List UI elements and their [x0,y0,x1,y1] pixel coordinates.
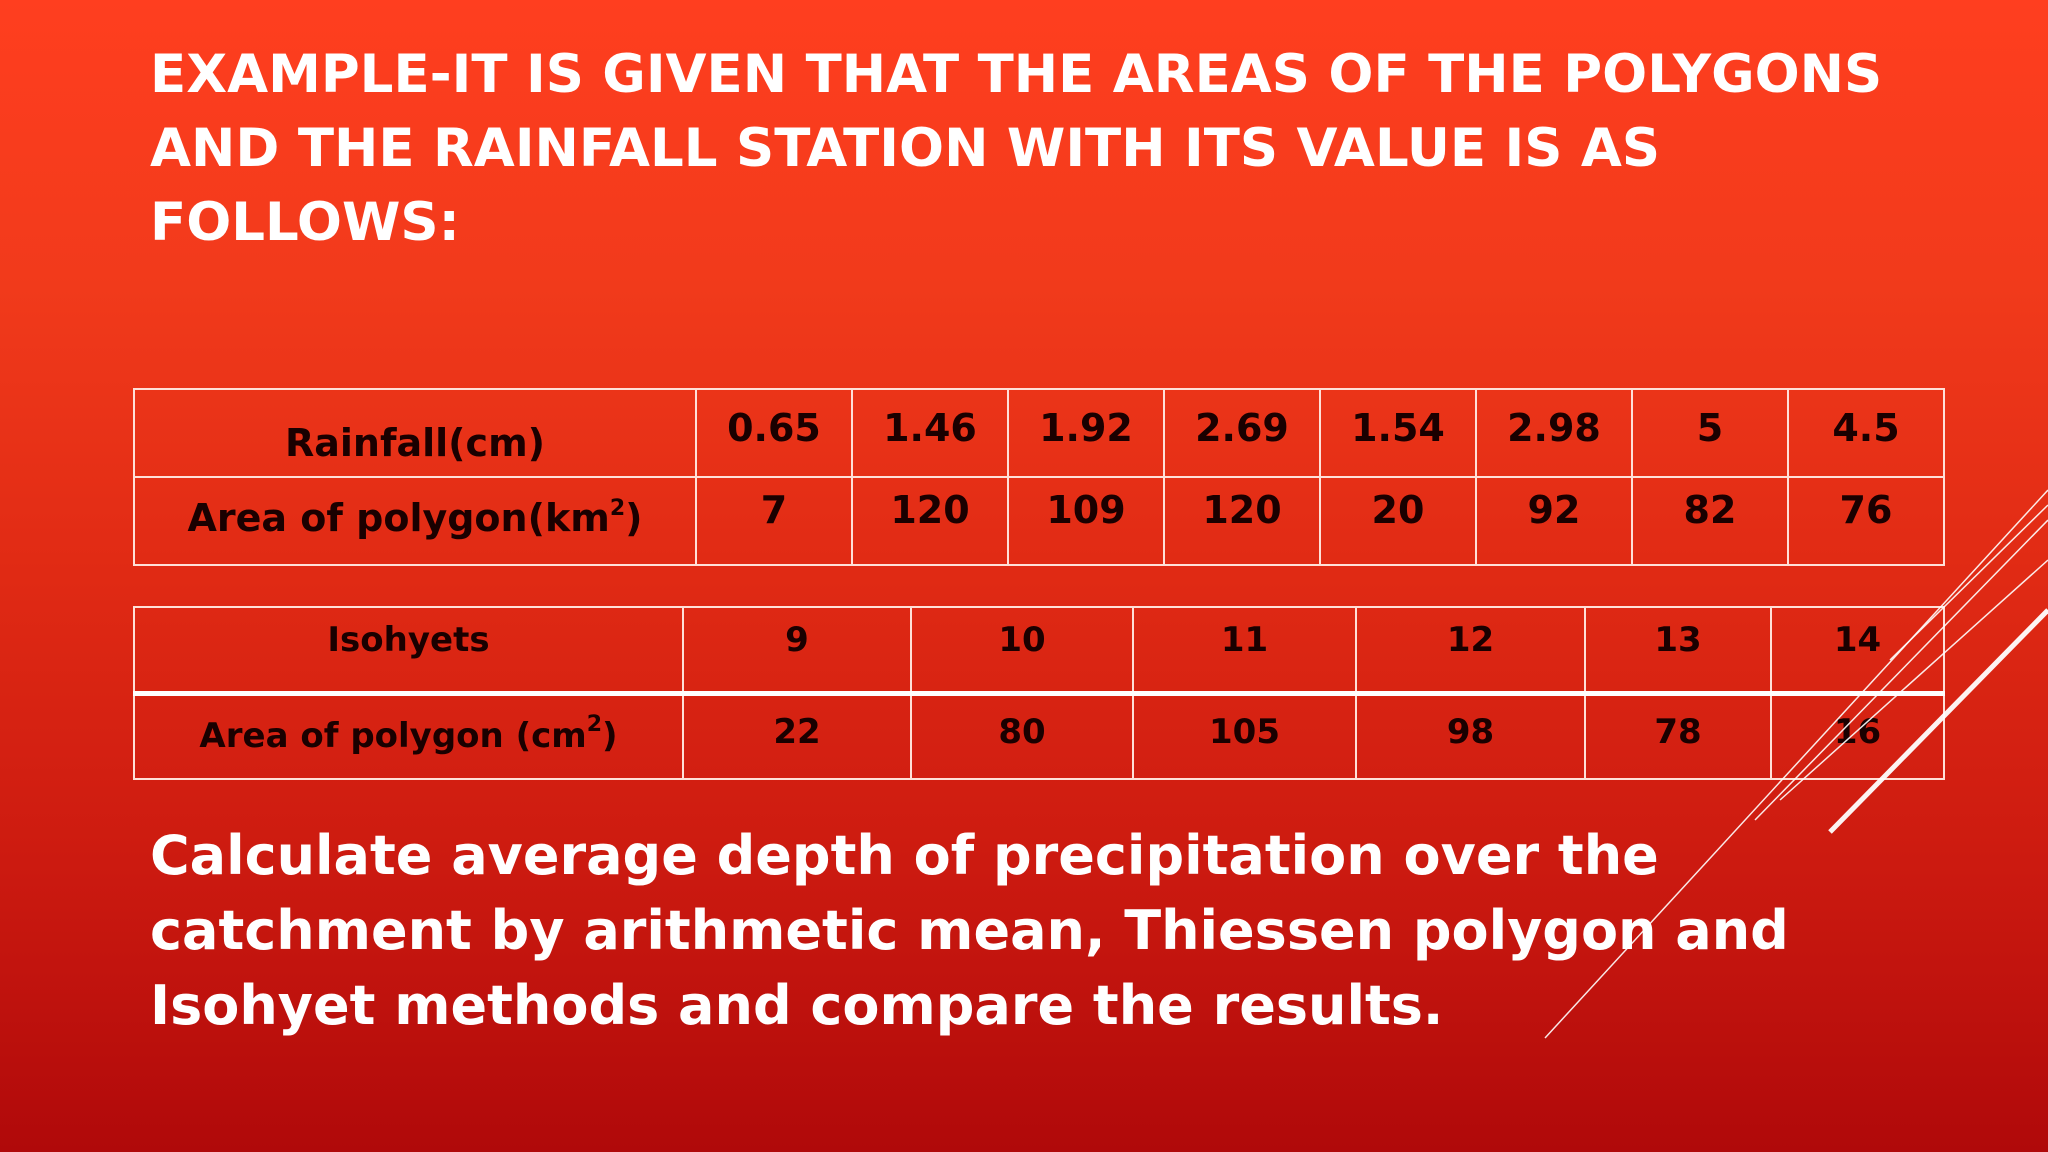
rainfall-value: 0.65 [695,388,853,478]
isohyet-table: Isohyets 9 10 11 12 13 14 Area of polygo… [133,606,1945,780]
polygon-area-value: 76 [1787,476,1945,566]
rainfall-row-header: Rainfall(cm) [133,388,697,478]
rainfall-value: 1.92 [1007,388,1165,478]
slide-title: EXAMPLE-IT IS GIVEN THAT THE AREAS OF TH… [150,44,1883,253]
isohyet-row-header: Isohyets [133,606,684,696]
polygon-area-value: 7 [695,476,853,566]
isohyet-value: 11 [1132,606,1357,696]
polygon-area-value: 92 [1475,476,1633,566]
isohyet-value: 10 [910,606,1134,696]
rainfall-value: 4.5 [1787,388,1945,478]
isohyet-row: Isohyets 9 10 11 12 13 14 [133,606,1945,696]
rainfall-value: 1.46 [851,388,1009,478]
isohyet-area-value: 78 [1584,692,1772,780]
polygon-area-value: 120 [851,476,1009,566]
polygon-area-value: 109 [1007,476,1165,566]
isohyet-value: 9 [682,606,912,696]
rainfall-value: 1.54 [1319,388,1477,478]
isohyet-value: 12 [1355,606,1586,696]
isohyet-area-value: 105 [1132,692,1357,780]
isohyet-area-value: 22 [682,692,912,780]
isohyet-area-row: Area of polygon (cm2) 22 80 105 98 78 16 [133,692,1945,780]
isohyet-value: 13 [1584,606,1772,696]
isohyet-area-value: 80 [910,692,1134,780]
question-text: Calculate average depth of precipitation… [150,824,1789,1037]
isohyet-area-value: 98 [1355,692,1586,780]
polygon-area-row-header: Area of polygon(km2) [133,476,697,566]
polygon-area-row: Area of polygon(km2) 7 120 109 120 20 92… [133,476,1945,566]
polygon-area-value: 20 [1319,476,1477,566]
rainfall-table: Rainfall(cm) 0.65 1.46 1.92 2.69 1.54 2.… [133,388,1945,566]
isohyet-area-row-header: Area of polygon (cm2) [133,692,684,780]
polygon-area-value: 120 [1163,476,1321,566]
rainfall-value: 2.98 [1475,388,1633,478]
rainfall-value: 5 [1631,388,1789,478]
polygon-area-value: 82 [1631,476,1789,566]
rainfall-value: 2.69 [1163,388,1321,478]
isohyet-value: 14 [1770,606,1945,696]
rainfall-row: Rainfall(cm) 0.65 1.46 1.92 2.69 1.54 2.… [133,388,1945,478]
isohyet-area-value: 16 [1770,692,1945,780]
